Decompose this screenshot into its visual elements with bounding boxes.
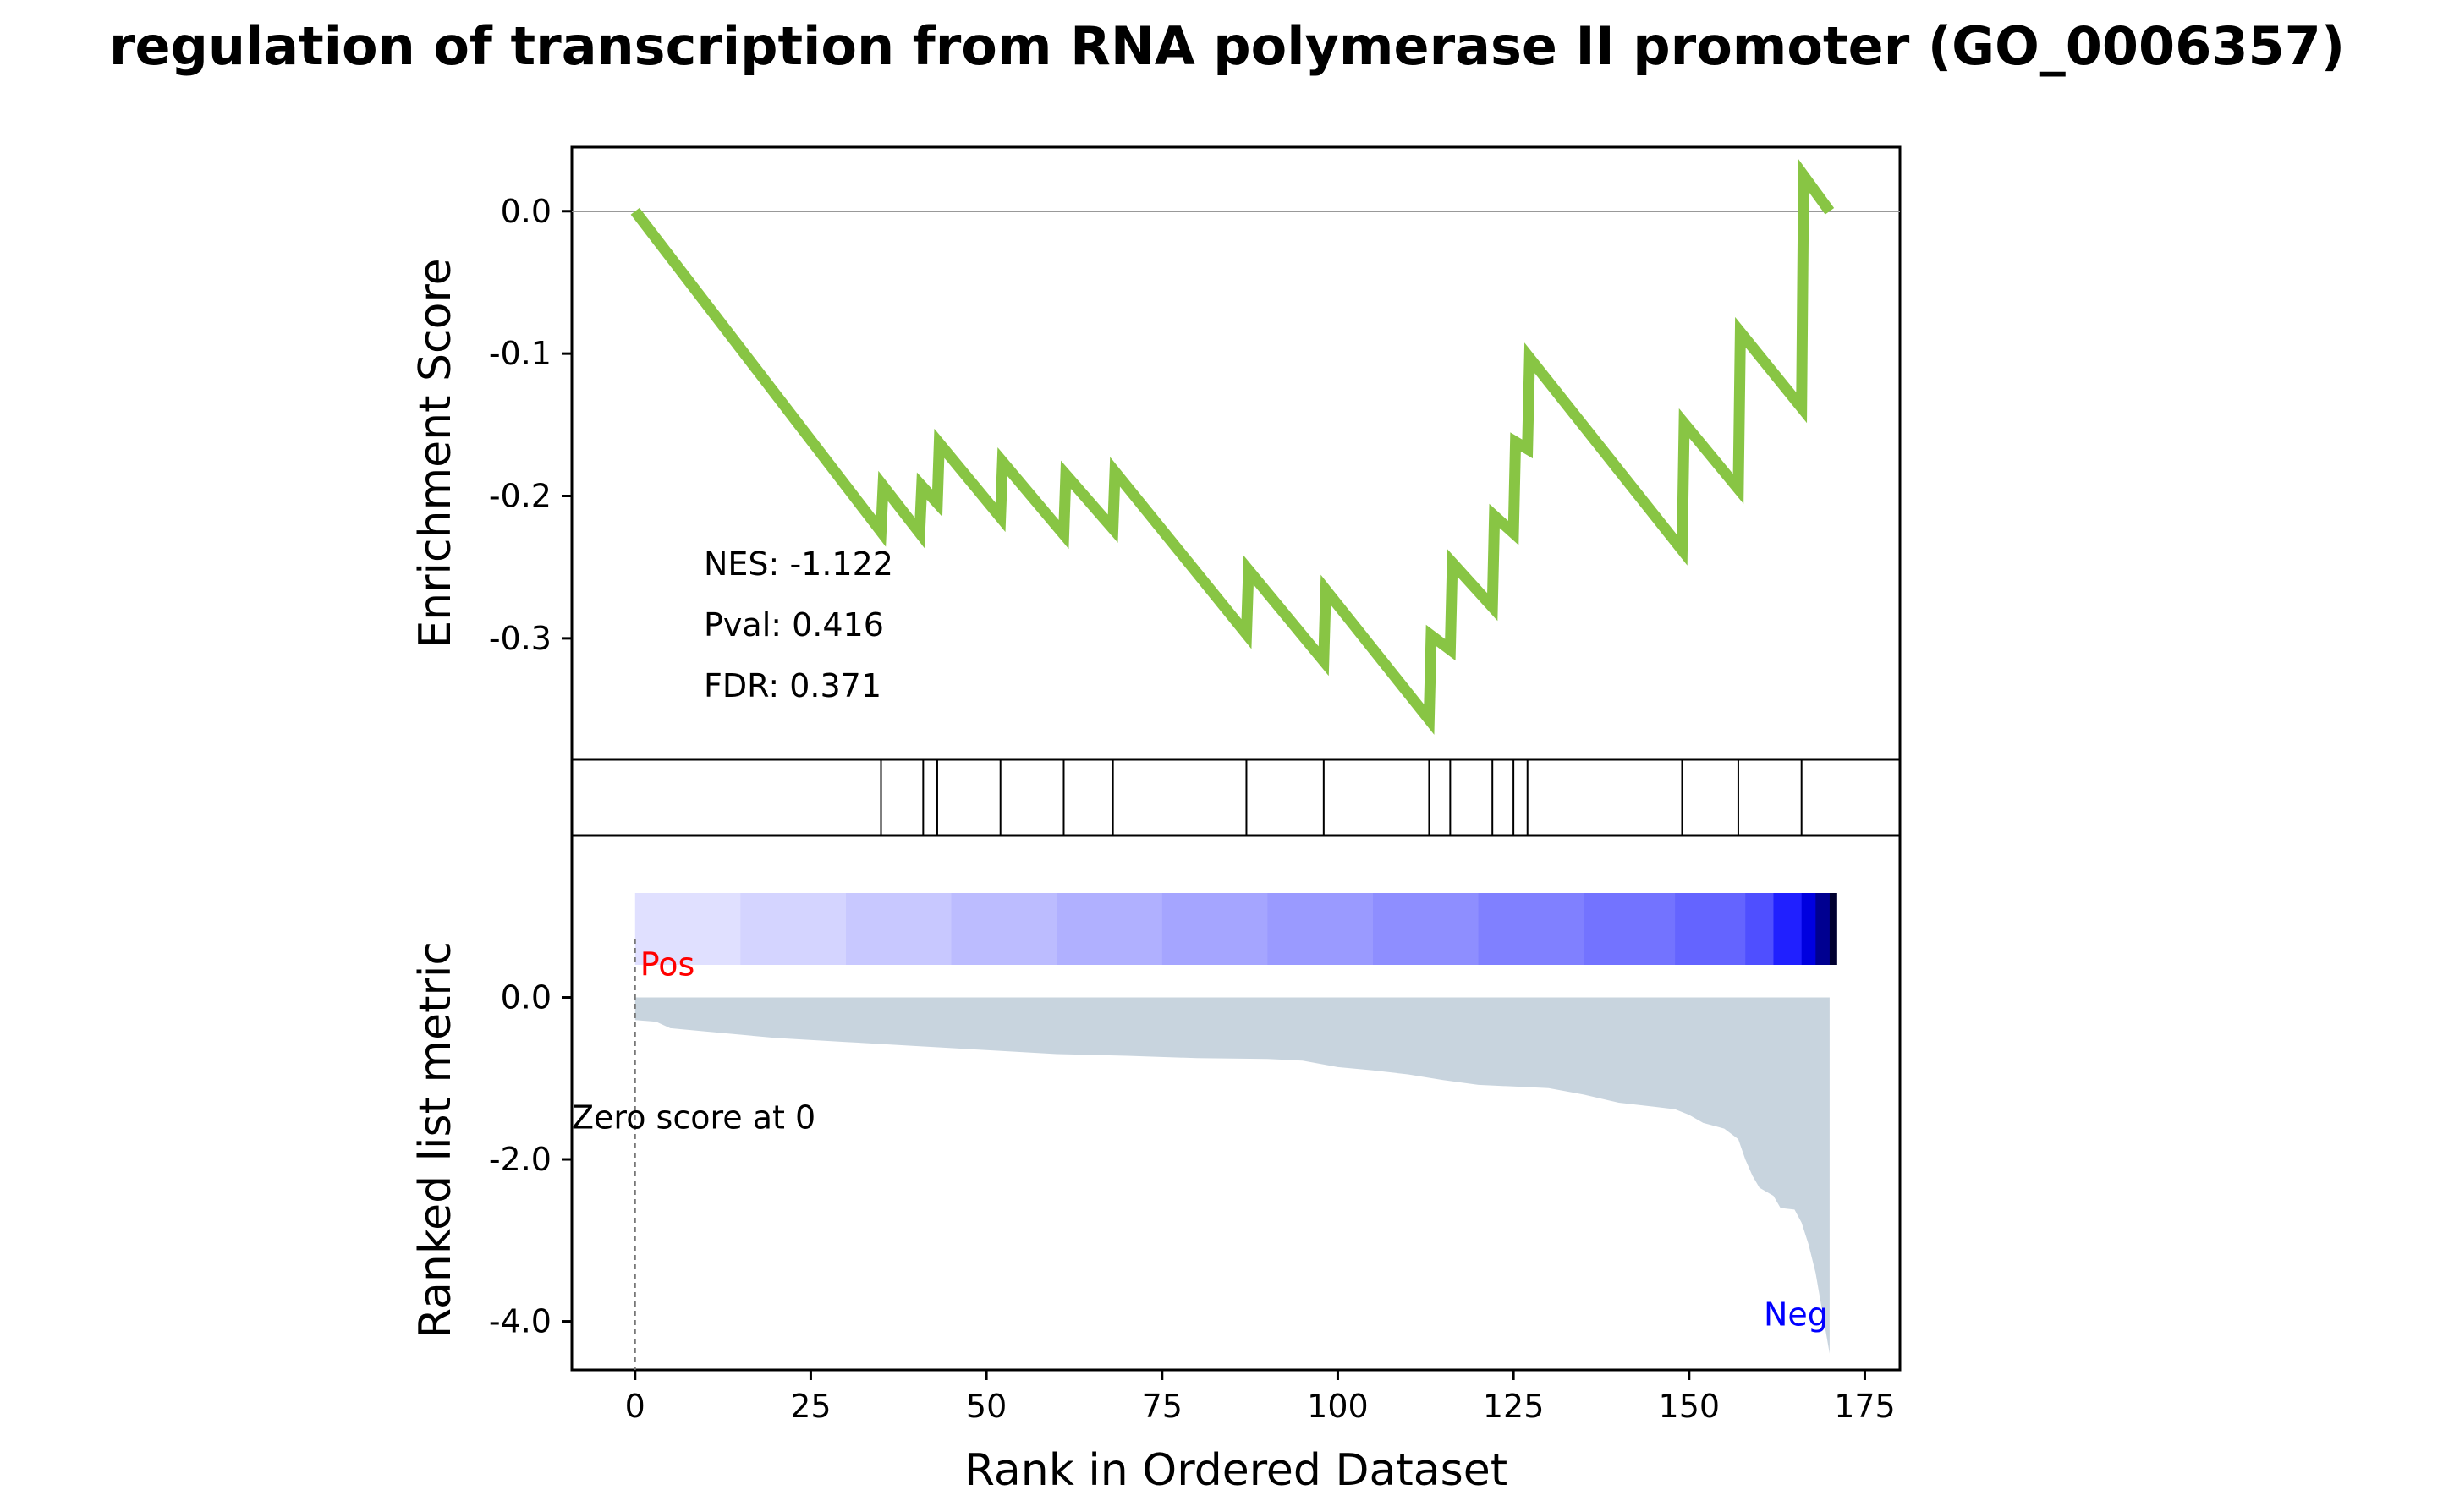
ranked-metric-area bbox=[634, 997, 1830, 1354]
x-tick-label: 175 bbox=[1834, 1388, 1896, 1425]
rank-y-tick-label: -4.0 bbox=[489, 1303, 552, 1340]
colorbar-segment bbox=[1267, 893, 1374, 965]
rank-colorbar bbox=[634, 893, 1837, 965]
colorbar-segment bbox=[1829, 893, 1837, 965]
colorbar-segment bbox=[1675, 893, 1746, 965]
fdr-annotation: FDR: 0.371 bbox=[704, 667, 881, 704]
enrichment-score-panel: 0.0-0.1-0.2-0.3 NES: -1.122 Pval: 0.416 … bbox=[410, 159, 1900, 735]
colorbar-segment bbox=[1372, 893, 1480, 965]
colorbar-segment bbox=[1773, 893, 1803, 965]
x-tick-label: 100 bbox=[1307, 1388, 1369, 1425]
colorbar-segment bbox=[1801, 893, 1816, 965]
colorbar-segment bbox=[740, 893, 847, 965]
nes-annotation: NES: -1.122 bbox=[704, 545, 893, 583]
colorbar-segment bbox=[634, 893, 741, 965]
rank-y-axis-label: Ranked list metric bbox=[410, 941, 461, 1339]
x-tick-label: 150 bbox=[1659, 1388, 1721, 1425]
gene-hits-panel bbox=[880, 759, 1803, 835]
es-y-axis-label: Enrichment Score bbox=[410, 258, 461, 648]
pval-annotation: Pval: 0.416 bbox=[704, 606, 884, 644]
colorbar-segment bbox=[1478, 893, 1584, 965]
colorbar-segment bbox=[1815, 893, 1831, 965]
colorbar-segment bbox=[1161, 893, 1268, 965]
x-ticks: 0 25 50 75 100 125 150 175 bbox=[625, 1370, 1896, 1425]
rank-y-tick-label: -2.0 bbox=[489, 1141, 552, 1178]
x-tick-label: 50 bbox=[966, 1388, 1007, 1425]
es-curve bbox=[630, 159, 1835, 735]
colorbar-segment bbox=[1584, 893, 1676, 965]
chart-title: regulation of transcription from RNA pol… bbox=[108, 15, 2346, 77]
colorbar-segment bbox=[951, 893, 1057, 965]
colorbar-segment bbox=[1745, 893, 1775, 965]
zero-score-label: Zero score at 0 bbox=[572, 1099, 815, 1137]
x-axis-label: Rank in Ordered Dataset bbox=[964, 1445, 1507, 1496]
neg-label: Neg bbox=[1764, 1296, 1828, 1333]
pos-label: Pos bbox=[640, 946, 695, 983]
ranked-metric-panel: Pos Neg Zero score at 0 0.0 -2.0 -4.0 0 25 5… bbox=[410, 893, 1896, 1496]
es-y-tick-label: 0.0 bbox=[501, 193, 552, 230]
es-y-tick-label: -0.3 bbox=[489, 620, 552, 657]
x-tick-label: 125 bbox=[1483, 1388, 1545, 1425]
x-tick-label: 25 bbox=[790, 1388, 831, 1425]
rank-y-ticks: 0.0 -2.0 -4.0 bbox=[489, 979, 572, 1340]
x-tick-label: 75 bbox=[1142, 1388, 1183, 1425]
hits-panel-frame bbox=[570, 758, 1902, 837]
es-y-tick-label: -0.1 bbox=[489, 335, 552, 372]
ranked-metric-panel-frame bbox=[570, 834, 1902, 1372]
rank-y-tick-label: 0.0 bbox=[501, 979, 552, 1016]
es-y-tick-label: -0.2 bbox=[489, 478, 552, 515]
colorbar-segment bbox=[845, 893, 953, 965]
x-tick-label: 0 bbox=[625, 1388, 645, 1425]
colorbar-segment bbox=[1057, 893, 1163, 965]
es-y-ticks: 0.0 -0.1 -0.2 -0.3 bbox=[489, 193, 572, 657]
